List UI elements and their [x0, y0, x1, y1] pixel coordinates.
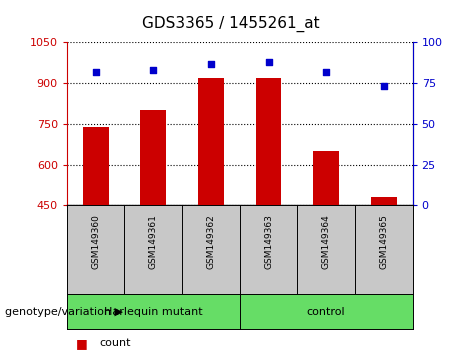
Bar — [83, 127, 109, 205]
Text: GSM149363: GSM149363 — [264, 214, 273, 269]
Text: control: control — [307, 307, 345, 316]
Point — [207, 61, 214, 67]
Text: count: count — [99, 338, 130, 348]
Text: GSM149362: GSM149362 — [207, 214, 215, 269]
Bar — [198, 78, 224, 205]
Point — [92, 69, 99, 75]
Bar — [140, 110, 166, 205]
Point — [380, 84, 387, 89]
Text: GSM149361: GSM149361 — [149, 214, 158, 269]
Text: genotype/variation ▶: genotype/variation ▶ — [5, 307, 123, 316]
Point — [265, 59, 272, 65]
Bar — [371, 197, 397, 205]
Text: Harlequin mutant: Harlequin mutant — [104, 307, 202, 316]
Text: GSM149365: GSM149365 — [379, 214, 388, 269]
Bar — [255, 78, 282, 205]
Point — [322, 69, 330, 75]
Text: GDS3365 / 1455261_at: GDS3365 / 1455261_at — [142, 16, 319, 32]
Point — [149, 67, 157, 73]
Text: GSM149364: GSM149364 — [322, 214, 331, 269]
Text: ■: ■ — [76, 337, 88, 350]
Bar — [313, 151, 339, 205]
Text: GSM149360: GSM149360 — [91, 214, 100, 269]
